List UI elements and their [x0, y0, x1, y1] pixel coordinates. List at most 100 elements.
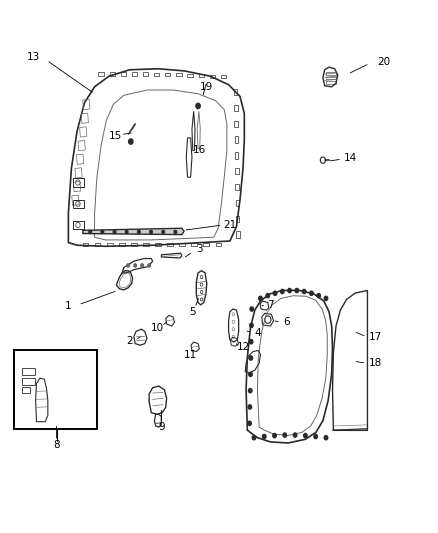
- Bar: [107, 243, 113, 246]
- Text: 1: 1: [65, 301, 72, 311]
- Circle shape: [281, 289, 284, 294]
- Circle shape: [134, 264, 137, 267]
- Circle shape: [283, 433, 286, 437]
- Bar: [132, 72, 137, 76]
- Circle shape: [125, 230, 128, 233]
- Bar: [235, 152, 238, 159]
- Circle shape: [174, 230, 177, 233]
- Text: 2: 2: [126, 336, 133, 346]
- Bar: [78, 141, 85, 151]
- Text: 18: 18: [369, 358, 382, 368]
- Bar: [73, 178, 84, 187]
- Bar: [77, 154, 84, 164]
- Bar: [83, 100, 90, 110]
- Circle shape: [150, 230, 152, 233]
- Text: 7: 7: [267, 300, 274, 310]
- Bar: [14, 350, 97, 429]
- Text: 5: 5: [190, 306, 196, 317]
- Bar: [73, 199, 84, 208]
- Circle shape: [262, 434, 266, 439]
- Bar: [234, 105, 237, 111]
- Circle shape: [249, 372, 252, 376]
- Bar: [167, 243, 173, 246]
- Bar: [236, 231, 240, 238]
- Bar: [81, 113, 88, 123]
- Bar: [74, 181, 81, 192]
- Bar: [165, 73, 170, 76]
- Bar: [21, 368, 35, 375]
- Bar: [83, 243, 88, 246]
- Bar: [99, 72, 104, 76]
- Text: 9: 9: [158, 422, 165, 432]
- Bar: [110, 72, 115, 76]
- Circle shape: [101, 230, 104, 233]
- Bar: [21, 378, 35, 384]
- Text: 8: 8: [53, 440, 60, 450]
- Bar: [155, 243, 161, 246]
- Circle shape: [248, 405, 251, 409]
- Bar: [95, 243, 100, 246]
- Text: 16: 16: [193, 144, 206, 155]
- Circle shape: [317, 294, 321, 298]
- Bar: [21, 386, 29, 393]
- Bar: [235, 136, 238, 143]
- Circle shape: [196, 103, 200, 109]
- Circle shape: [314, 434, 318, 439]
- Text: 3: 3: [196, 244, 203, 254]
- Text: 15: 15: [109, 131, 122, 141]
- Circle shape: [141, 264, 144, 267]
- Circle shape: [129, 139, 133, 144]
- Text: 6: 6: [283, 317, 290, 327]
- Bar: [325, 77, 336, 79]
- Bar: [325, 81, 336, 84]
- Bar: [154, 72, 159, 76]
- Circle shape: [273, 433, 276, 438]
- Circle shape: [310, 291, 313, 295]
- Circle shape: [127, 264, 130, 267]
- Text: 17: 17: [369, 332, 382, 342]
- Bar: [75, 168, 82, 178]
- Text: 13: 13: [27, 52, 40, 61]
- Circle shape: [259, 296, 262, 301]
- Bar: [80, 127, 87, 137]
- Bar: [72, 195, 79, 205]
- Bar: [204, 243, 209, 246]
- Bar: [121, 72, 126, 76]
- Circle shape: [266, 294, 269, 298]
- Bar: [236, 215, 239, 222]
- Bar: [236, 200, 239, 206]
- Circle shape: [113, 230, 116, 233]
- Circle shape: [252, 435, 256, 440]
- Circle shape: [138, 230, 140, 233]
- Circle shape: [89, 230, 92, 233]
- Bar: [234, 89, 237, 95]
- Circle shape: [293, 433, 297, 437]
- Bar: [143, 72, 148, 76]
- Bar: [191, 243, 197, 246]
- Text: 12: 12: [237, 342, 250, 352]
- Circle shape: [248, 389, 252, 393]
- Bar: [221, 75, 226, 78]
- Circle shape: [148, 264, 150, 267]
- Bar: [119, 243, 124, 246]
- Circle shape: [324, 435, 328, 440]
- Bar: [180, 243, 185, 246]
- Circle shape: [248, 421, 251, 425]
- Bar: [176, 73, 181, 76]
- Bar: [187, 74, 193, 77]
- Circle shape: [288, 288, 291, 293]
- Circle shape: [324, 296, 328, 301]
- Bar: [234, 120, 238, 127]
- Text: 21: 21: [223, 220, 237, 230]
- Circle shape: [162, 230, 165, 233]
- Circle shape: [304, 433, 307, 438]
- Text: 14: 14: [343, 152, 357, 163]
- Bar: [131, 243, 137, 246]
- Circle shape: [250, 307, 254, 311]
- Text: 10: 10: [151, 322, 164, 333]
- Polygon shape: [83, 228, 184, 235]
- Text: 11: 11: [184, 350, 197, 360]
- Bar: [210, 75, 215, 78]
- Circle shape: [249, 340, 253, 344]
- Text: 4: 4: [254, 328, 261, 338]
